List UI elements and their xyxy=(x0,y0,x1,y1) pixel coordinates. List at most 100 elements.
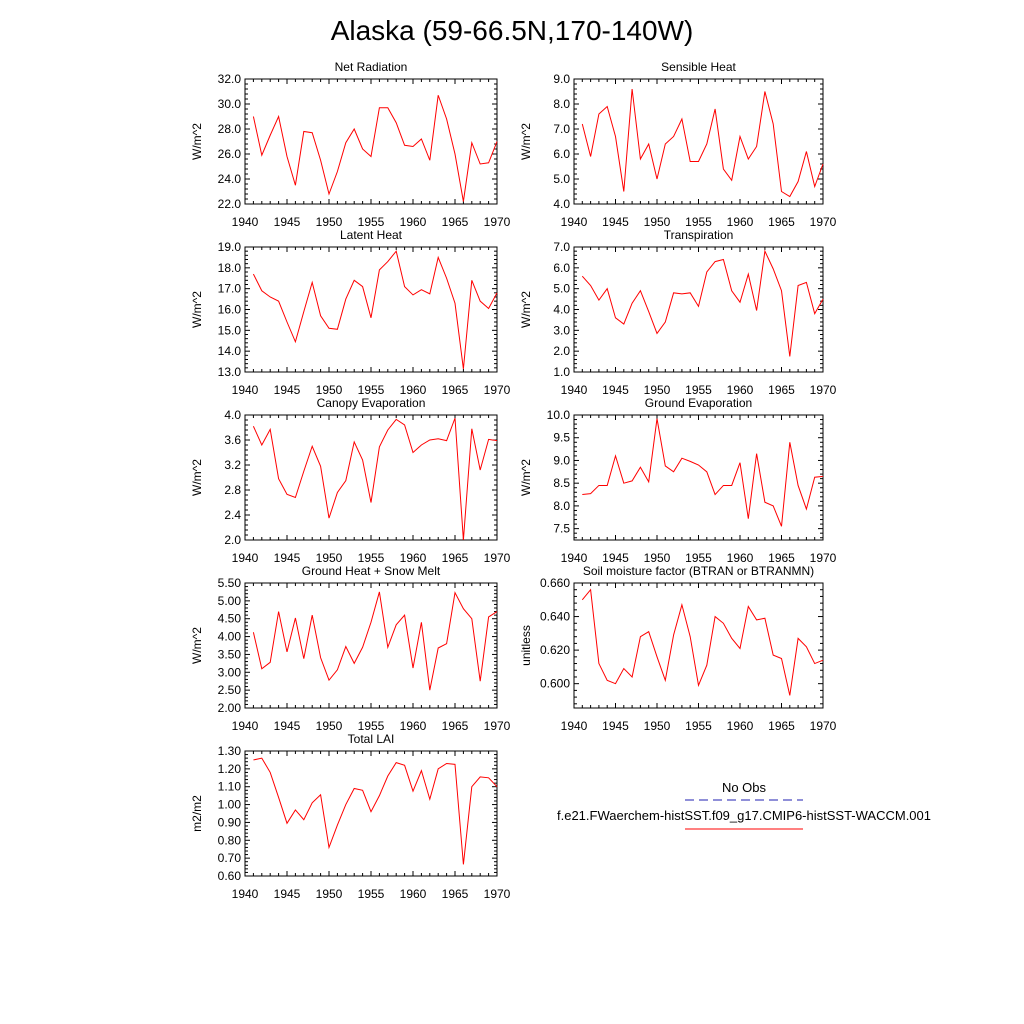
y-tick-label: 9.0 xyxy=(553,453,570,467)
x-tick-label: 1945 xyxy=(274,719,301,733)
panel-net-radiation: Net Radiation 1940 1945 1950 1955 1960 1965 197… xyxy=(190,60,511,229)
y-tick-label: 3.0 xyxy=(553,323,570,337)
x-tick-label: 1970 xyxy=(810,215,837,229)
x-tick-label: 1945 xyxy=(602,551,629,565)
main-title: Alaska (59-66.5N,170-140W) xyxy=(331,15,694,46)
y-tick-label: 0.600 xyxy=(540,677,570,691)
y-tick-label: 4.50 xyxy=(218,612,242,626)
panel-title: Transpiration xyxy=(664,228,734,242)
y-tick-label: 5.50 xyxy=(218,576,242,590)
y-axis-label: W/m^2 xyxy=(519,291,533,328)
y-tick-label: 2.0 xyxy=(553,344,570,358)
series-line-canopy-evaporation xyxy=(252,417,498,541)
y-axis-label: W/m^2 xyxy=(519,123,533,160)
legend-label-model: f.e21.FWaerchem-histSST.f09_g17.CMIP6-hi… xyxy=(557,808,931,823)
y-tick-label: 1.30 xyxy=(218,744,242,758)
y-tick-label: 9.5 xyxy=(553,431,570,445)
x-tick-label: 1960 xyxy=(400,551,427,565)
x-tick-label: 1945 xyxy=(274,887,301,901)
x-tick-label: 1965 xyxy=(442,551,469,565)
y-tick-label: 5.0 xyxy=(553,282,570,296)
y-tick-label: 1.10 xyxy=(218,780,242,794)
y-tick-label: 5.00 xyxy=(218,594,242,608)
y-tick-label: 0.90 xyxy=(218,815,242,829)
x-tick-label: 1965 xyxy=(768,383,795,397)
x-tick-label: 1965 xyxy=(442,719,469,733)
y-axis-label: unitless xyxy=(519,625,533,666)
y-axis-label: W/m^2 xyxy=(519,459,533,496)
y-tick-label: 2.4 xyxy=(224,508,241,522)
plot-frame xyxy=(244,246,498,373)
y-tick-label: 28.0 xyxy=(218,122,242,136)
plot-frame xyxy=(244,78,498,205)
panels: Net Radiation 1940 1945 1950 1955 1960 1965 197… xyxy=(190,60,837,901)
panel-title: Total LAI xyxy=(348,732,395,746)
x-tick-label: 1940 xyxy=(561,551,588,565)
panel-latent-heat: Latent Heat 1940 1945 1950 1955 1960 1965 1970 1… xyxy=(190,228,511,397)
y-tick-label: 8.0 xyxy=(553,97,570,111)
x-tick-label: 1965 xyxy=(768,719,795,733)
y-axis-label: W/m^2 xyxy=(190,627,204,664)
series-line-soil-moisture-factor-btran-or-btranmn xyxy=(581,588,824,696)
y-tick-label: 1.20 xyxy=(218,762,242,776)
panel-canopy-evaporation: Canopy Evaporation 1940 1945 1950 1955 1960 19… xyxy=(190,396,511,565)
x-tick-label: 1945 xyxy=(274,551,301,565)
y-tick-label: 26.0 xyxy=(218,147,242,161)
x-tick-label: 1950 xyxy=(316,551,343,565)
y-tick-label: 4.0 xyxy=(553,303,570,317)
x-tick-label: 1960 xyxy=(400,383,427,397)
x-tick-label: 1950 xyxy=(644,719,671,733)
x-tick-label: 1960 xyxy=(727,215,754,229)
y-tick-label: 15.0 xyxy=(218,323,242,337)
y-tick-label: 3.00 xyxy=(218,665,242,679)
x-tick-label: 1955 xyxy=(685,383,712,397)
x-tick-label: 1945 xyxy=(602,719,629,733)
y-tick-label: 0.80 xyxy=(218,833,242,847)
y-tick-label: 2.50 xyxy=(218,683,242,697)
y-tick-label: 3.2 xyxy=(224,458,241,472)
x-tick-label: 1945 xyxy=(274,383,301,397)
x-tick-label: 1940 xyxy=(232,383,259,397)
panel-soil-moisture-factor-btran-or-btranmn: Soil moisture factor (BTRAN or BTRANMN) 1… xyxy=(519,564,837,733)
x-tick-label: 1955 xyxy=(358,215,385,229)
y-tick-label: 22.0 xyxy=(218,197,242,211)
x-tick-label: 1940 xyxy=(561,215,588,229)
x-tick-label: 1950 xyxy=(644,383,671,397)
x-tick-label: 1955 xyxy=(358,383,385,397)
x-tick-label: 1945 xyxy=(602,215,629,229)
panel-ground-evaporation: Ground Evaporation 1940 1945 1950 1955 1960 19… xyxy=(519,396,837,565)
x-tick-label: 1945 xyxy=(602,383,629,397)
y-tick-label: 7.0 xyxy=(553,240,570,254)
x-tick-label: 1950 xyxy=(644,551,671,565)
series-line-sensible-heat xyxy=(581,88,824,198)
y-tick-label: 9.0 xyxy=(553,72,570,86)
x-tick-label: 1940 xyxy=(232,551,259,565)
x-tick-label: 1960 xyxy=(727,719,754,733)
x-tick-label: 1970 xyxy=(484,719,511,733)
y-tick-label: 4.00 xyxy=(218,630,242,644)
y-tick-label: 0.620 xyxy=(540,643,570,657)
panel-sensible-heat: Sensible Heat 1940 1945 1950 1955 1960 1965 197… xyxy=(519,60,837,229)
x-tick-label: 1970 xyxy=(810,551,837,565)
panel-title: Ground Evaporation xyxy=(645,396,752,410)
x-tick-label: 1960 xyxy=(400,719,427,733)
series-line-total-lai xyxy=(253,757,498,865)
y-tick-label: 0.70 xyxy=(218,851,242,865)
y-tick-label: 7.0 xyxy=(553,122,570,136)
panel-total-lai: Total LAI 1940 1945 1950 1955 1960 1965 1970 0.6… xyxy=(190,732,511,901)
y-axis-label: W/m^2 xyxy=(190,123,204,160)
plot-frame xyxy=(573,78,824,205)
y-tick-label: 3.6 xyxy=(224,433,241,447)
x-tick-label: 1950 xyxy=(316,383,343,397)
x-tick-label: 1955 xyxy=(685,551,712,565)
x-tick-label: 1960 xyxy=(727,383,754,397)
panel-title: Ground Heat + Snow Melt xyxy=(302,564,441,578)
series-line-net-radiation xyxy=(252,95,498,202)
plot-frame xyxy=(573,414,824,541)
x-tick-label: 1950 xyxy=(644,215,671,229)
y-tick-label: 17.0 xyxy=(218,282,242,296)
series-line-ground-evaporation xyxy=(582,418,824,527)
x-tick-label: 1965 xyxy=(442,383,469,397)
y-axis-label: m2/m2 xyxy=(190,795,204,832)
series-line-transpiration xyxy=(581,249,824,357)
